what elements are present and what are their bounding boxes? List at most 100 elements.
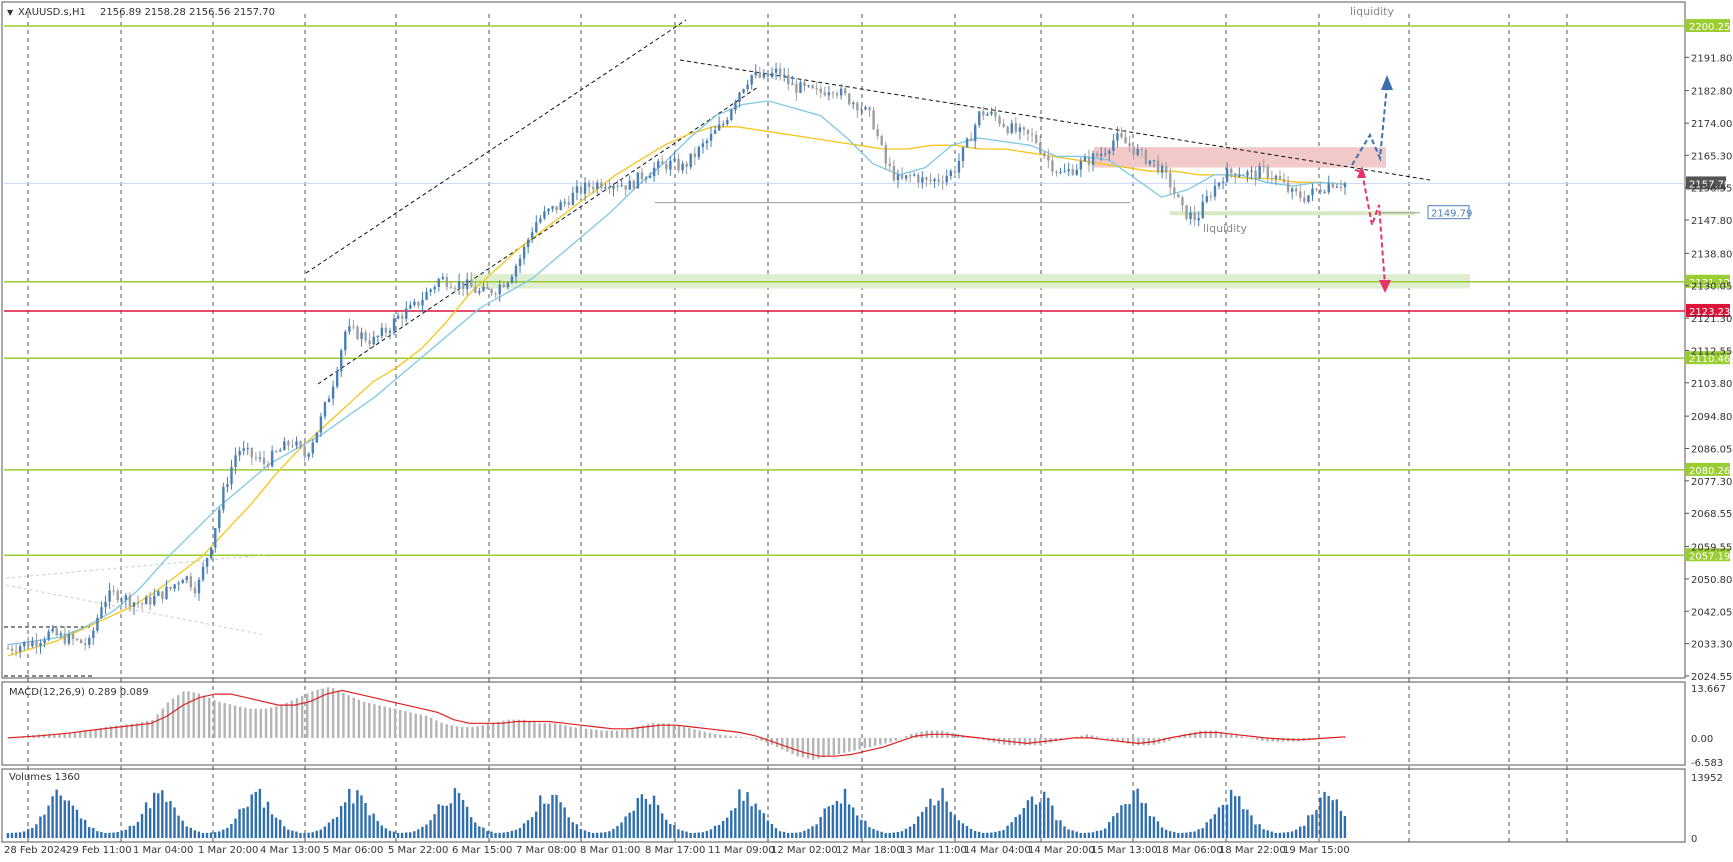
candle-body bbox=[441, 277, 445, 280]
volume-bar bbox=[547, 803, 550, 838]
candle-body bbox=[153, 595, 156, 605]
candle-body bbox=[425, 291, 428, 300]
candle-body bbox=[697, 147, 701, 158]
candle-body bbox=[291, 445, 294, 447]
volume-bar bbox=[762, 813, 765, 838]
candle-body bbox=[969, 138, 973, 142]
candle-body bbox=[429, 289, 432, 292]
candle-body bbox=[214, 528, 217, 548]
macd-histogram-bar bbox=[120, 725, 123, 738]
volume-bar bbox=[1315, 809, 1318, 838]
candle-body bbox=[23, 641, 26, 647]
macd-histogram-bar bbox=[590, 729, 593, 738]
volume-bar bbox=[1144, 803, 1147, 838]
level-tag-4 bbox=[1686, 462, 1730, 476]
candle-body bbox=[1112, 140, 1115, 151]
volume-bar bbox=[372, 813, 375, 838]
macd-histogram-bar bbox=[295, 698, 299, 738]
volume-bar bbox=[1164, 829, 1168, 838]
macd-histogram-bar bbox=[491, 722, 495, 738]
price-tick-label-5: 2147.80 bbox=[1691, 216, 1732, 227]
macd-histogram-bar bbox=[1193, 731, 1197, 738]
volume-bar bbox=[1128, 804, 1131, 838]
candle-body bbox=[1311, 188, 1314, 196]
volume-panel[interactable] bbox=[1, 768, 1686, 843]
candle-body bbox=[307, 453, 310, 457]
candle-body bbox=[1339, 186, 1343, 188]
volume-bar bbox=[965, 825, 969, 838]
candle-body bbox=[1116, 133, 1119, 141]
volume-bar bbox=[912, 823, 916, 838]
volume-bar bbox=[860, 819, 863, 838]
macd-histogram-bar bbox=[233, 705, 237, 738]
macd-histogram-bar bbox=[817, 737, 820, 759]
candle-body bbox=[311, 442, 314, 454]
volume-bar bbox=[1274, 832, 1278, 838]
candle-body bbox=[685, 163, 688, 168]
candle-body bbox=[287, 441, 290, 446]
symbol-triangle-icon[interactable]: ▼ bbox=[7, 8, 14, 17]
macd-histogram-bar bbox=[393, 708, 397, 738]
volume-bar bbox=[522, 823, 526, 838]
volume-bar bbox=[750, 806, 753, 838]
extra-level-tag bbox=[1427, 205, 1470, 220]
candle-body bbox=[474, 287, 477, 293]
candle-body bbox=[665, 163, 668, 170]
volume-bar bbox=[1250, 815, 1253, 838]
candle-body bbox=[1095, 153, 1099, 156]
candle-body bbox=[1022, 127, 1026, 130]
candle-body bbox=[591, 187, 595, 190]
time-label-20: 19 Mar 15:00 bbox=[1283, 845, 1350, 856]
candle-body bbox=[1136, 149, 1139, 155]
volume-bar bbox=[847, 804, 851, 838]
volume-bar bbox=[205, 832, 209, 838]
candle-body bbox=[197, 579, 201, 594]
volume-bar bbox=[551, 794, 554, 838]
candle-body bbox=[360, 332, 363, 339]
candle-body bbox=[6, 648, 10, 650]
volume-bar bbox=[185, 826, 188, 838]
volume-bar bbox=[1197, 829, 1200, 838]
volume-bar bbox=[132, 825, 136, 838]
macd-histogram-bar bbox=[853, 737, 856, 751]
candle-body bbox=[14, 650, 18, 652]
volume-bar bbox=[51, 796, 54, 838]
macd-histogram-bar bbox=[68, 732, 72, 738]
volume-bar bbox=[604, 832, 607, 838]
time-label-7: 6 Mar 15:00 bbox=[452, 845, 512, 856]
volume-bar bbox=[701, 832, 705, 838]
volume-bar bbox=[864, 820, 867, 838]
macd-histogram-bar bbox=[615, 730, 619, 738]
candle-body bbox=[579, 186, 583, 194]
candle-body bbox=[543, 211, 546, 219]
volume-bar bbox=[331, 818, 335, 838]
volume-bar bbox=[1303, 825, 1306, 838]
macd-histogram-bar bbox=[672, 724, 676, 738]
volume-bar bbox=[502, 832, 505, 838]
price-panel[interactable] bbox=[1, 1, 1686, 679]
candle-body bbox=[364, 332, 367, 341]
macd-histogram-bar bbox=[1219, 731, 1223, 738]
candle-body bbox=[563, 202, 566, 204]
macd-histogram-bar bbox=[528, 721, 531, 738]
candle-body bbox=[555, 206, 558, 211]
volume-bar bbox=[1006, 825, 1009, 838]
volume-bar bbox=[526, 820, 530, 838]
candle-body bbox=[1039, 142, 1042, 153]
volume-bar bbox=[55, 789, 58, 838]
price-tick-label-18: 2033.30 bbox=[1691, 640, 1732, 651]
macd-histogram-bar bbox=[610, 730, 614, 738]
macd-histogram-bar bbox=[94, 728, 97, 738]
volume-bar bbox=[1140, 802, 1143, 838]
candle-body bbox=[1156, 160, 1160, 173]
macd-histogram-bar bbox=[786, 737, 789, 752]
candle-body bbox=[348, 326, 351, 332]
volume-bar bbox=[624, 816, 627, 838]
volume-bar bbox=[669, 824, 672, 838]
volume-bar bbox=[1327, 795, 1330, 838]
macd-histogram-bar bbox=[1266, 737, 1269, 742]
candle-body bbox=[279, 450, 282, 452]
volume-bar bbox=[884, 832, 887, 838]
macd-histogram-bar bbox=[275, 706, 278, 738]
